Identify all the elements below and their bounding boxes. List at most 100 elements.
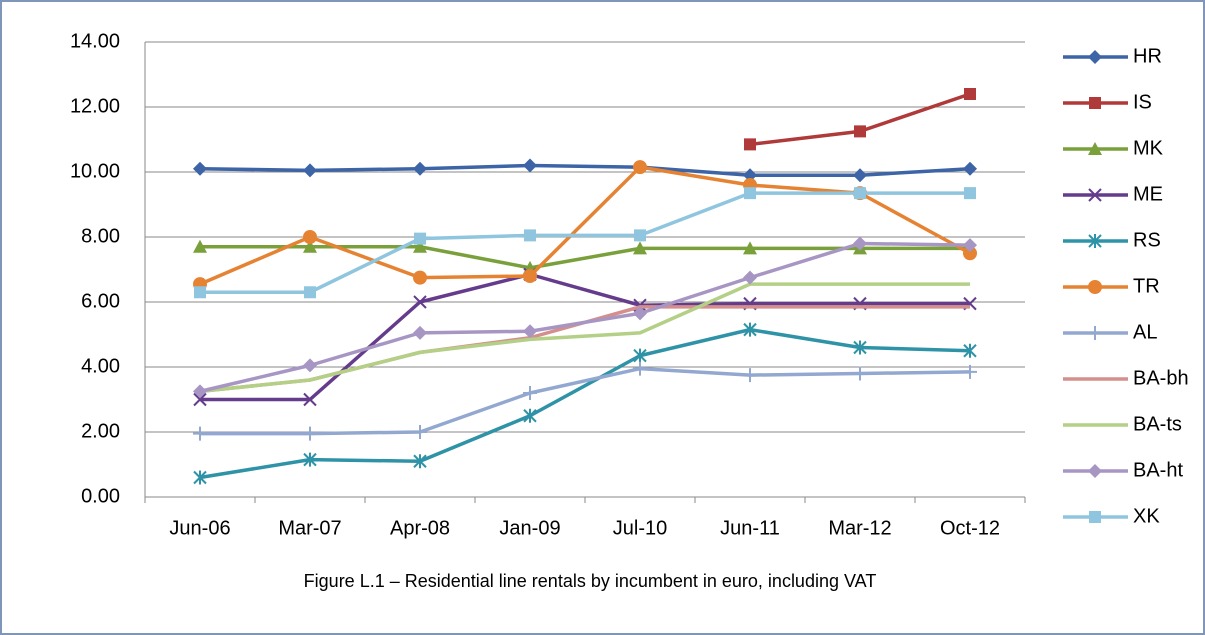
data-point — [854, 125, 866, 138]
x-tick-label: Oct-12 — [940, 517, 1000, 539]
y-tick-label: 8.00 — [81, 225, 120, 247]
series-line — [200, 272, 970, 402]
data-point — [413, 161, 427, 176]
x-tick-label: Mar-12 — [828, 517, 891, 539]
y-tick-label: 10.00 — [70, 160, 120, 182]
legend-marker — [1088, 50, 1102, 64]
data-point — [634, 229, 646, 242]
data-point — [633, 348, 647, 363]
legend-label: MK — [1133, 137, 1164, 159]
x-tick-label: Apr-08 — [390, 517, 450, 539]
y-tick-label: 12.00 — [70, 95, 120, 117]
data-point — [303, 230, 317, 244]
data-point — [633, 306, 647, 321]
legend-label: TR — [1133, 275, 1160, 297]
legend-marker — [1089, 511, 1101, 523]
legend-label: ME — [1133, 183, 1163, 205]
caption: Figure L.1 – Residential line rentals by… — [304, 571, 877, 591]
data-point — [414, 232, 426, 245]
data-point — [193, 470, 207, 485]
data-point — [523, 408, 537, 423]
data-point — [854, 187, 866, 200]
data-point — [744, 187, 756, 200]
series-line — [200, 191, 970, 294]
data-point — [194, 286, 206, 299]
legend-label: AL — [1133, 321, 1157, 343]
data-point — [964, 88, 976, 100]
series-line — [199, 327, 971, 480]
data-point — [743, 322, 757, 337]
data-point — [853, 236, 867, 251]
data-point — [633, 241, 647, 255]
x-tick-label: Jun-11 — [720, 517, 780, 539]
data-point — [303, 163, 317, 178]
data-point — [963, 161, 977, 176]
data-point — [963, 343, 977, 358]
data-point — [853, 366, 867, 381]
legend-marker — [1088, 464, 1102, 478]
data-point — [413, 454, 427, 469]
data-point — [963, 364, 977, 379]
data-point — [523, 269, 537, 283]
data-point — [193, 161, 207, 176]
legend-label: XK — [1133, 505, 1160, 527]
data-point — [523, 158, 537, 173]
series-line — [199, 163, 971, 177]
data-point — [743, 241, 757, 255]
x-tick-label: Jul-10 — [613, 517, 667, 539]
y-tick-label: 6.00 — [81, 290, 120, 312]
y-tick-label: 0.00 — [81, 485, 120, 507]
y-tick-label: 14.00 — [70, 30, 120, 52]
x-tick-label: Jun-06 — [169, 517, 230, 539]
data-point — [303, 239, 317, 253]
data-point — [853, 340, 867, 355]
data-point — [963, 238, 977, 253]
data-point — [193, 239, 207, 253]
legend-marker — [1088, 326, 1102, 340]
data-point — [304, 286, 316, 299]
y-tick-label: 2.00 — [81, 420, 120, 442]
data-point — [633, 361, 647, 376]
data-point — [633, 160, 647, 175]
data-point — [523, 324, 537, 339]
series-line — [199, 241, 971, 394]
data-point — [853, 168, 867, 183]
data-point — [743, 270, 757, 285]
data-point — [743, 368, 757, 383]
legend-marker — [1088, 280, 1102, 294]
legend-marker — [1089, 97, 1101, 109]
legend-label: BA-bh — [1133, 367, 1189, 389]
data-point — [303, 392, 317, 407]
data-point — [413, 239, 427, 253]
data-point — [964, 187, 976, 200]
legend-label: IS — [1133, 91, 1152, 113]
data-point — [743, 168, 757, 183]
data-point — [193, 392, 207, 407]
data-point — [744, 138, 756, 151]
y-tick-label: 4.00 — [81, 355, 120, 377]
legend-marker — [1088, 142, 1102, 155]
x-tick-label: Jan-09 — [499, 517, 560, 539]
series-line — [199, 282, 970, 394]
data-point — [303, 358, 317, 373]
data-point — [413, 270, 427, 285]
data-point — [524, 229, 536, 242]
legend-marker — [1088, 188, 1102, 202]
data-point — [303, 452, 317, 467]
data-point — [303, 426, 317, 441]
series-line — [200, 366, 971, 436]
data-point — [523, 386, 537, 400]
legend-label: HR — [1133, 45, 1162, 67]
legend-label: RS — [1133, 229, 1161, 251]
data-point — [413, 425, 427, 439]
x-tick-label: Mar-07 — [278, 517, 341, 539]
legend-label: BA-ht — [1133, 459, 1183, 481]
data-point — [413, 325, 427, 340]
data-point — [413, 295, 427, 309]
legend-label: BA-ts — [1133, 413, 1182, 435]
legend-marker — [1088, 234, 1102, 248]
data-point — [193, 384, 207, 399]
data-point — [963, 246, 977, 261]
data-point — [193, 426, 207, 441]
